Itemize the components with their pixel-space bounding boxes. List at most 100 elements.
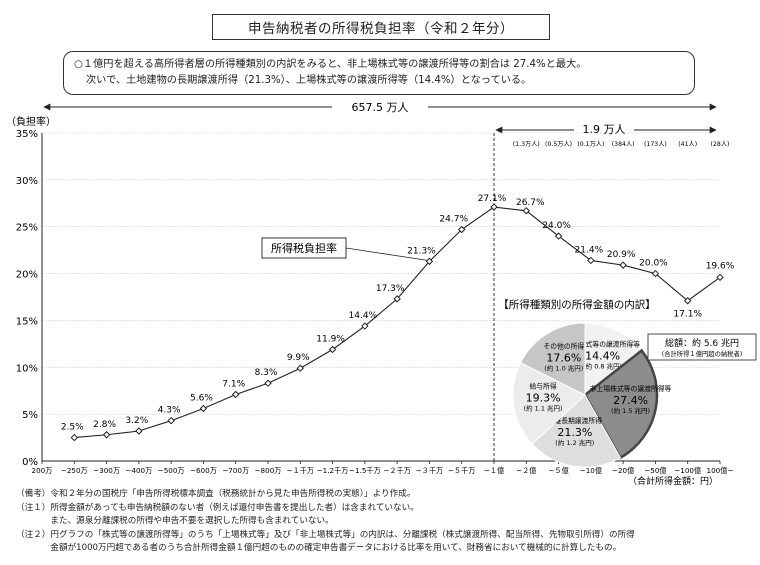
x-tick-label: ~400万 xyxy=(125,466,152,475)
data-point xyxy=(522,207,530,215)
data-point xyxy=(490,203,498,211)
y-tick-label: 25% xyxy=(16,223,38,234)
x-tick-label: ~10億 xyxy=(580,466,602,475)
pie-slice-percent: 19.3% xyxy=(526,392,561,405)
data-label: 11.9% xyxy=(316,334,345,344)
pie-total-note: (合計所得１億円超の納税者) xyxy=(662,349,742,358)
x-tick-label: ~20億 xyxy=(612,466,634,475)
pie-slice xyxy=(519,322,586,396)
data-label: 17.1% xyxy=(673,310,702,320)
pie-slice-percent: 27.4% xyxy=(613,394,648,407)
x-tick-label: ~５億 xyxy=(548,466,568,475)
taxpayer-count-label: (28人) xyxy=(711,141,730,148)
data-label: 14.4% xyxy=(349,311,378,321)
x-tick-label: ~500万 xyxy=(158,466,185,475)
pie-slice-percent: 17.6% xyxy=(546,352,581,365)
data-label: 21.4% xyxy=(575,245,604,255)
pie-title: 【所得種類別の所得金額の内訳】 xyxy=(498,298,656,311)
series-callout-line xyxy=(345,247,428,261)
y-axis-title: （負担率） xyxy=(6,115,56,128)
data-point xyxy=(328,345,337,354)
x-tick-label: ~250万 xyxy=(61,466,88,475)
series-callout-box xyxy=(261,237,347,259)
pie-slice-percent: 14.4% xyxy=(585,350,620,363)
data-label: 24.7% xyxy=(439,215,468,225)
taxpayer-count-label: (1.3万人) xyxy=(513,141,540,148)
taxpayer-count-label: (173人) xyxy=(644,141,667,148)
data-point xyxy=(684,297,692,305)
data-label: 17.3% xyxy=(376,284,405,294)
data-point xyxy=(296,364,304,372)
data-label: 19.6% xyxy=(706,261,735,271)
note-2: （注２）円グラフの「株式等の譲渡所得等」のうち「上場株式等」及び「非上場株式等」… xyxy=(16,529,635,540)
taxpayer-count-label: (0.1万人) xyxy=(577,141,604,148)
data-point xyxy=(264,379,272,387)
x-axis-title: （合計所得金額：円） xyxy=(628,475,718,487)
total-span-label-bg xyxy=(332,99,428,114)
note-source: （備考）令和２年分の国税庁「申告所得税標本調査（税務統計から見た申告所得税の実態… xyxy=(16,489,416,499)
x-tick-label: ~１千万 xyxy=(286,466,314,475)
x-tick-label: ~２千万 xyxy=(383,466,411,475)
pie-slice-name: その他の所得 xyxy=(543,342,584,351)
x-tick-label: ~1.2千万 xyxy=(317,466,349,475)
x-tick-label: 200万 xyxy=(32,466,53,475)
data-point xyxy=(70,433,78,442)
data-point xyxy=(232,390,240,399)
pie-slice-amount: (約 1.5 兆円) xyxy=(611,406,650,415)
data-label: 2.8% xyxy=(93,420,116,430)
x-tick-label: ~３千万 xyxy=(416,466,444,475)
taxpayer-count-label: (0.5万人) xyxy=(545,141,572,148)
pie-slice-amount: (約 1.2 兆円) xyxy=(555,438,594,447)
data-label: 27.1% xyxy=(478,194,507,204)
summary-line-1: ○１億円を超える高所得者層の所得種類別の内訳をみると、非上場株式等の譲渡所得等の… xyxy=(74,59,587,70)
data-point xyxy=(102,431,111,439)
data-point xyxy=(199,404,208,413)
data-label: 4.3% xyxy=(158,406,181,416)
y-tick-label: 20% xyxy=(16,270,38,281)
data-point xyxy=(651,269,660,278)
data-point xyxy=(619,261,627,269)
pie-slice xyxy=(512,362,586,445)
y-tick-label: 30% xyxy=(16,176,38,187)
data-point xyxy=(393,295,401,303)
x-tick-label: ~１億 xyxy=(484,466,504,475)
data-point xyxy=(425,257,434,266)
pie-total-label: 総額：約 5.6 兆円 xyxy=(665,337,739,349)
pie-slice xyxy=(584,322,643,397)
data-line: 2.5% 2.8% 3.2% 4.3% 5.6% 7.1% 8.3% 9.9% 11.9% 14.… xyxy=(61,194,735,442)
x-tick-label: ~100億 xyxy=(674,466,701,475)
data-label: 9.9% xyxy=(287,353,310,363)
pie-slice-name: 給与所得 xyxy=(529,382,556,391)
data-point xyxy=(135,427,143,435)
axes: 0% 5% 10% 15% 20% 25% 30% 35%（負担率） （合計所得金額：円） 200… xyxy=(6,115,733,487)
data-label: 7.1% xyxy=(222,379,245,389)
x-tick-label: ~300万 xyxy=(93,466,120,475)
data-point xyxy=(554,232,563,240)
data-label: 20.9% xyxy=(607,250,636,260)
x-tick-label: ~800万 xyxy=(255,466,282,475)
summary-box: ○１億円を超える高所得者層の所得種類別の内訳をみると、非上場株式等の譲渡所得等の… xyxy=(63,51,695,95)
series-callout-label: 所得税負担率 xyxy=(271,241,337,255)
pie-slice-amount: (約 1.1 兆円) xyxy=(524,404,563,413)
data-label: 24.0% xyxy=(542,221,571,231)
data-point xyxy=(361,322,369,330)
data-point xyxy=(587,256,595,265)
x-tick-label: ~２億 xyxy=(516,466,536,475)
total-span-label: 657.5 万人 xyxy=(352,101,409,114)
taxpayer-count-label: (384人) xyxy=(612,141,635,148)
data-label: 26.7% xyxy=(516,198,545,208)
y-tick-label: 35% xyxy=(16,129,38,140)
x-tick-label: ~700万 xyxy=(222,466,249,475)
chart-title: 申告納税者の所得税負担率（令和２年分） xyxy=(212,14,550,40)
data-label: 3.2% xyxy=(125,416,148,426)
taxpayer-count-label: (41人) xyxy=(678,141,697,148)
x-tick-label: ~600万 xyxy=(190,466,217,475)
data-label: 2.5% xyxy=(61,423,84,433)
pie-slice-name: 非上場株式等の譲渡所得等 xyxy=(590,384,672,393)
data-point xyxy=(716,273,724,282)
data-label: 21.3% xyxy=(407,246,436,256)
data-point xyxy=(167,416,175,425)
x-tick-label: ~1.5千万 xyxy=(349,466,381,475)
